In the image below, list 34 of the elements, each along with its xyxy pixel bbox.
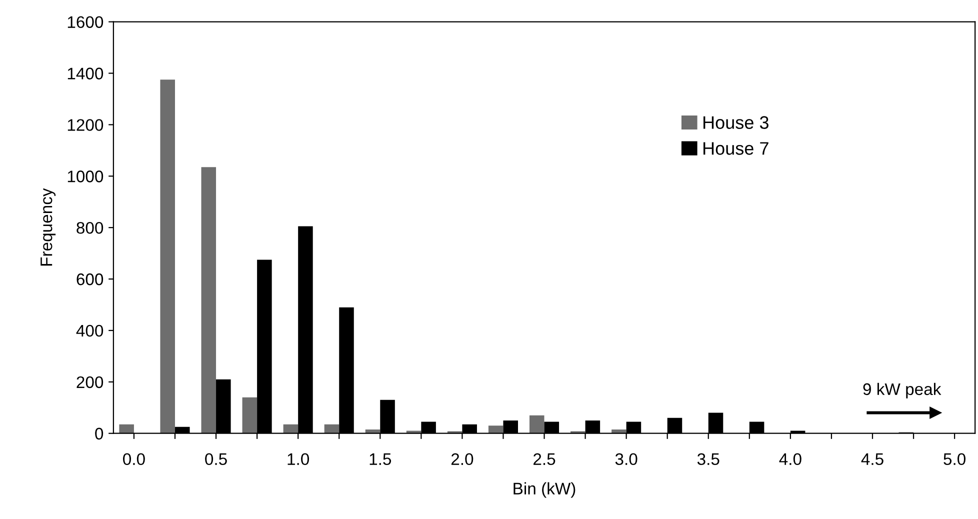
x-tick-label: 1.5 — [370, 453, 392, 466]
y-tick-label: 400 — [76, 324, 104, 337]
bar — [612, 430, 626, 434]
x-tick-label: 0.5 — [205, 453, 227, 466]
legend-label: House 3 — [703, 116, 768, 129]
y-tick-label: 1400 — [68, 68, 104, 80]
y-tick-label: 800 — [76, 222, 104, 234]
y-tick-label: 200 — [76, 376, 104, 388]
y-tick-label: 1200 — [68, 119, 104, 131]
x-tick-label: 3.5 — [697, 453, 720, 466]
bar — [488, 426, 504, 434]
legend-label: House 7 — [703, 142, 768, 155]
y-tick-label: 1000 — [68, 170, 104, 182]
bar — [201, 167, 216, 434]
annotation: 9 kW peak — [863, 382, 942, 398]
x-tick-label: 4.5 — [861, 453, 884, 466]
y-axis-title: Frequency — [40, 188, 56, 266]
x-tick-label: 1.0 — [288, 453, 310, 466]
x-axis-title: Bin (kW) — [514, 482, 576, 498]
x-tick-label: 0.0 — [123, 453, 145, 466]
x-tick-label: 4.0 — [779, 453, 802, 466]
bar — [529, 415, 544, 434]
bar — [324, 424, 340, 434]
y-tick-label: 0 — [95, 428, 104, 440]
bar — [160, 80, 175, 434]
x-tick-label: 5.0 — [944, 453, 966, 466]
y-tick-label: 600 — [76, 273, 104, 286]
bar — [283, 424, 298, 434]
bar — [242, 397, 258, 434]
bar — [119, 424, 134, 434]
x-tick-label: 3.0 — [615, 453, 638, 466]
x-tick-label: 2.0 — [451, 453, 474, 466]
x-tick-label: 2.5 — [534, 453, 556, 466]
y-tick-label: 1600 — [68, 16, 104, 28]
